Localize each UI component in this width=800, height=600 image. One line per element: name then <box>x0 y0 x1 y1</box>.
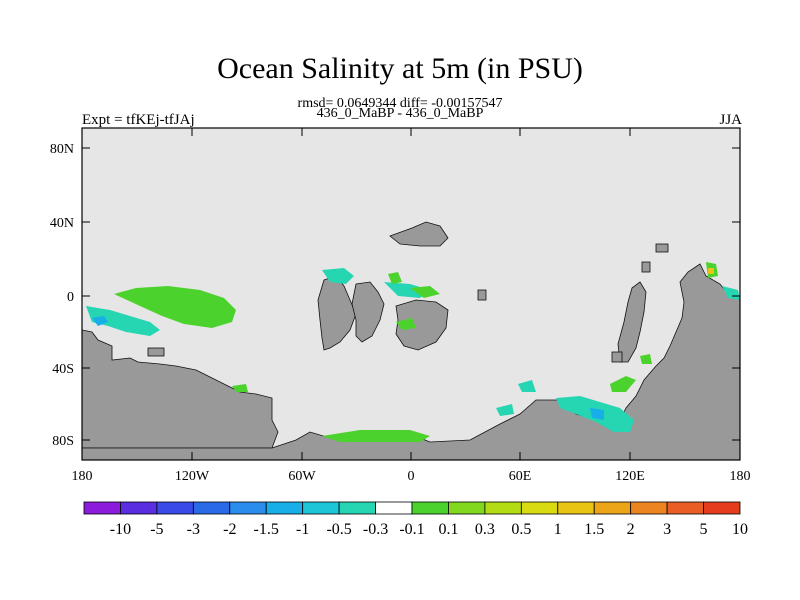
patch-south-cyan-2 <box>518 380 536 392</box>
colorbar-label: 10 <box>732 521 748 538</box>
season-label: JJA <box>719 112 742 128</box>
lon-label-180e: 180 <box>730 469 751 484</box>
patch-east-blue <box>590 408 604 420</box>
colorbar-label: 5 <box>700 521 708 538</box>
run-subtitle: 436_0_MaBP - 436_0_MaBP <box>316 106 484 121</box>
lat-label-40n: 40N <box>50 216 74 231</box>
colorbar: -10 -5 -3 -2 -1.5 -1 -0.5 -0.3 -0.1 0.1 0.3 0.5 1 1.5… <box>83 501 748 538</box>
lon-label-120e: 120E <box>615 469 645 484</box>
lon-label-120w: 120W <box>175 469 210 484</box>
land-islet-2 <box>477 289 487 301</box>
patch-northeast-orange <box>708 268 714 274</box>
stats-subtitle: rmsd= 0.0649344 diff= -0.00157547 <box>297 96 503 111</box>
colorbar-label: -0.1 <box>399 521 424 538</box>
land-east-peninsula <box>617 281 647 363</box>
patch-east-green-2 <box>640 354 652 364</box>
patch-north-pacific-green <box>114 286 236 328</box>
lon-axis: 180 120W 60W 0 60E 120E 180 <box>72 128 751 484</box>
lon-label-180w: 180 <box>72 469 93 484</box>
patch-west-blue <box>92 316 108 326</box>
patch-south-green <box>322 430 430 442</box>
colorbar-swatch <box>411 501 449 515</box>
experiment-label: Expt = tfKEj-tfJAj <box>82 112 195 128</box>
colorbar-swatch <box>375 501 413 515</box>
colorbar-label: 1 <box>554 521 562 538</box>
patch-south-green-2 <box>232 384 248 392</box>
lat-label-40s: 40S <box>52 362 74 377</box>
land-islet-1 <box>147 347 165 357</box>
colorbar-swatch <box>265 501 304 515</box>
colorbar-swatch <box>156 501 194 515</box>
colorbar-label: -10 <box>110 521 131 538</box>
colorbar-swatch <box>666 501 704 515</box>
colorbar-swatch <box>703 501 741 515</box>
colorbar-label: 3 <box>663 521 671 538</box>
colorbar-swatch <box>338 501 376 515</box>
lat-label-80n: 80N <box>50 142 74 157</box>
land-north-island <box>389 221 449 247</box>
land-islet-4 <box>641 261 651 273</box>
colorbar-label: 2 <box>627 521 635 538</box>
land-west-southwest <box>81 329 279 449</box>
colorbar-label: 1.5 <box>584 521 604 538</box>
map-panel: 80N 40N 0 40S 80S 180 120W 60W 0 60E 120… <box>50 127 751 484</box>
colorbar-swatch <box>83 501 121 515</box>
patch-central-green-2 <box>410 286 440 298</box>
colorbar-swatch <box>484 501 522 515</box>
patch-south-cyan <box>496 404 514 416</box>
colorbar-swatch <box>593 501 632 515</box>
patch-east-green <box>610 376 636 392</box>
land-islet-3 <box>655 243 669 253</box>
colorbar-label: -1.5 <box>254 521 279 538</box>
land-central-continent <box>317 275 357 351</box>
colorbar-swatch <box>192 501 231 515</box>
colorbar-swatch <box>448 501 486 515</box>
lat-label-0: 0 <box>67 290 74 305</box>
colorbar-swatch <box>520 501 559 515</box>
colorbar-swatch <box>630 501 668 515</box>
patch-central-cyan-1 <box>322 268 354 284</box>
lat-label-80s: 80S <box>52 434 74 449</box>
lon-label-60w: 60W <box>288 469 316 484</box>
colorbar-label: -0.5 <box>326 521 351 538</box>
land-south-central <box>81 263 741 461</box>
colorbar-label: 0.3 <box>475 521 495 538</box>
colorbar-label: -5 <box>150 521 163 538</box>
patch-central-green-1 <box>388 272 402 284</box>
land-central-island <box>351 281 385 343</box>
colorbar-label: 0.5 <box>511 521 531 538</box>
colorbar-swatch <box>229 501 267 515</box>
land-islet-5 <box>611 351 623 363</box>
lon-label-60e: 60E <box>509 469 532 484</box>
colorbar-label: -3 <box>187 521 200 538</box>
patch-west-cyan <box>86 306 160 336</box>
anomaly-patches <box>86 262 740 442</box>
colorbar-swatch <box>557 501 595 515</box>
lat-axis: 80N 40N 0 40S 80S <box>50 142 740 449</box>
land-central-east <box>395 299 449 351</box>
patch-central-green-3 <box>396 318 416 330</box>
colorbar-label: -1 <box>296 521 309 538</box>
colorbar-label: -2 <box>223 521 236 538</box>
colorbar-label: -0.3 <box>363 521 388 538</box>
colorbar-swatch <box>120 501 158 515</box>
colorbar-label: 0.1 <box>438 521 458 538</box>
lon-label-0: 0 <box>408 469 415 484</box>
land-masses <box>81 221 741 461</box>
map-title: Ocean Salinity at 5m (in PSU) <box>217 52 583 85</box>
colorbar-swatch <box>302 501 340 515</box>
